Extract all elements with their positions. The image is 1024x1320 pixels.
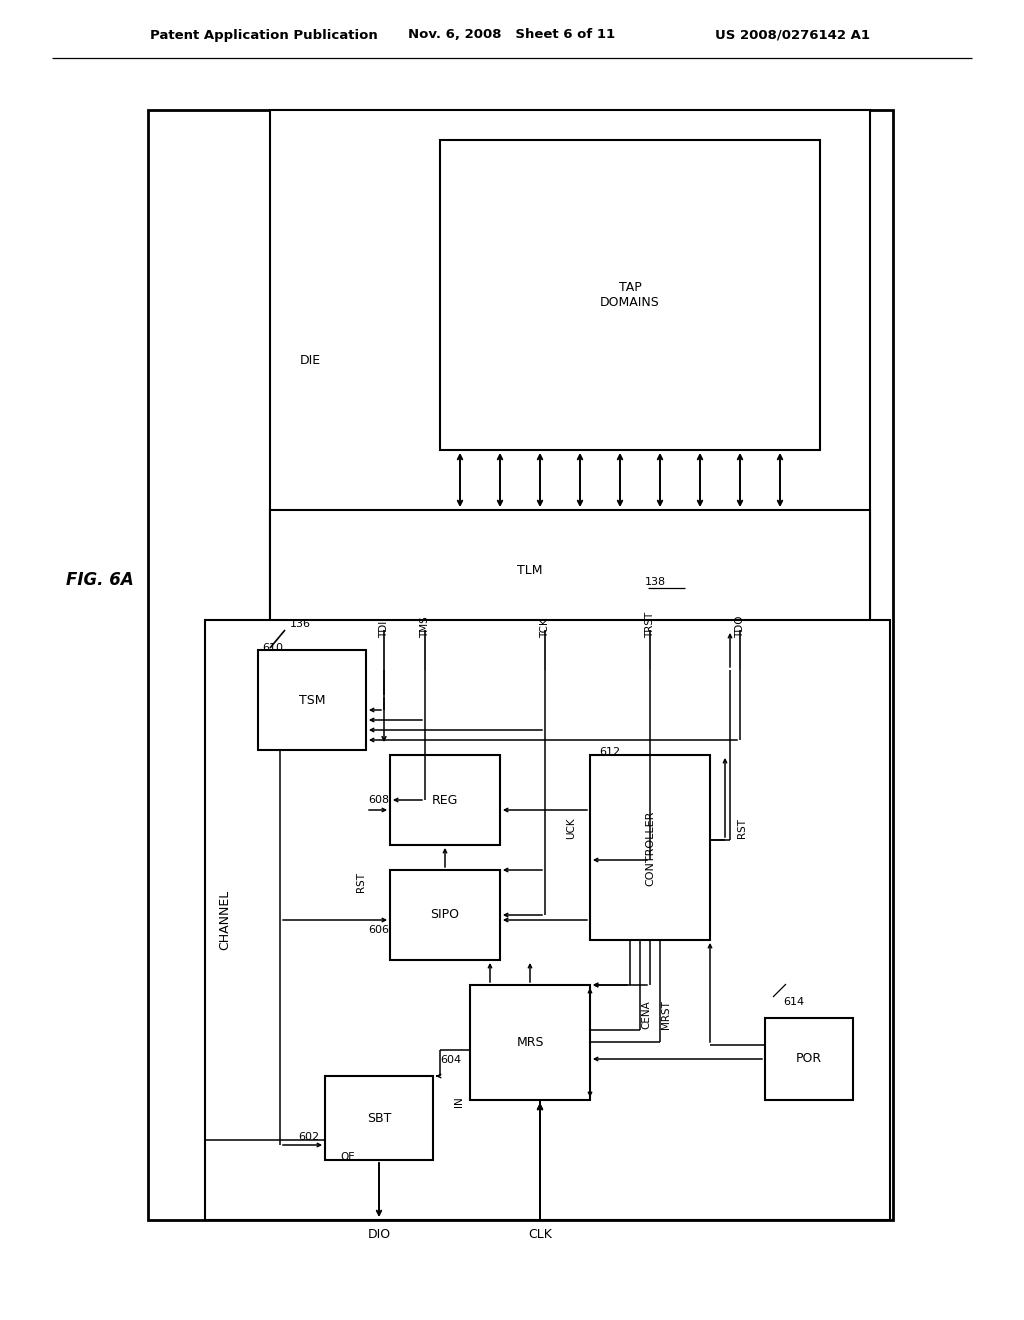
Text: 608: 608 xyxy=(368,795,389,805)
Bar xyxy=(205,620,890,1220)
Text: RST: RST xyxy=(737,818,746,838)
Bar xyxy=(325,1076,433,1160)
Text: UCK: UCK xyxy=(566,817,575,838)
Bar xyxy=(270,110,870,640)
Text: 610: 610 xyxy=(262,643,283,653)
Text: CLK: CLK xyxy=(528,1229,552,1242)
Text: SIPO: SIPO xyxy=(430,908,460,921)
Text: Patent Application Publication: Patent Application Publication xyxy=(150,29,378,41)
Text: TRST: TRST xyxy=(645,611,655,638)
Text: CHANNEL: CHANNEL xyxy=(218,890,231,950)
Text: 136: 136 xyxy=(290,619,311,630)
Bar xyxy=(270,510,870,630)
Text: REG: REG xyxy=(432,793,458,807)
Text: TAP
DOMAINS: TAP DOMAINS xyxy=(600,281,659,309)
Text: DIE: DIE xyxy=(300,354,322,367)
Text: TSM: TSM xyxy=(299,693,326,706)
Text: 612: 612 xyxy=(599,747,621,756)
Bar xyxy=(258,649,366,750)
Bar xyxy=(390,870,500,960)
Text: TLM: TLM xyxy=(517,564,543,577)
Text: RST: RST xyxy=(356,873,366,892)
Text: 604: 604 xyxy=(440,1055,461,1065)
Text: 602: 602 xyxy=(298,1133,319,1142)
Bar xyxy=(590,755,710,940)
Bar xyxy=(765,1018,853,1100)
Text: TCK: TCK xyxy=(540,618,550,638)
Text: Nov. 6, 2008   Sheet 6 of 11: Nov. 6, 2008 Sheet 6 of 11 xyxy=(409,29,615,41)
Text: IN: IN xyxy=(454,1097,464,1107)
Text: OE: OE xyxy=(340,1152,354,1162)
Text: MRST: MRST xyxy=(662,1001,671,1030)
Text: TDI: TDI xyxy=(379,620,389,638)
Text: 138: 138 xyxy=(644,577,666,587)
Bar xyxy=(390,755,500,845)
Text: FIG. 6A: FIG. 6A xyxy=(67,572,134,589)
Bar xyxy=(148,110,893,1220)
Bar xyxy=(440,140,820,450)
Bar xyxy=(470,985,590,1100)
Text: 606: 606 xyxy=(368,925,389,935)
Text: TDO: TDO xyxy=(735,615,745,638)
Text: 614: 614 xyxy=(783,997,804,1007)
Text: CENA: CENA xyxy=(641,1001,651,1030)
Text: SBT: SBT xyxy=(367,1111,391,1125)
Text: MRS: MRS xyxy=(516,1036,544,1049)
Text: US 2008/0276142 A1: US 2008/0276142 A1 xyxy=(715,29,870,41)
Text: TMS: TMS xyxy=(420,616,430,638)
Text: CONTROLLER: CONTROLLER xyxy=(645,810,655,886)
Text: POR: POR xyxy=(796,1052,822,1065)
Text: DIO: DIO xyxy=(368,1229,390,1242)
